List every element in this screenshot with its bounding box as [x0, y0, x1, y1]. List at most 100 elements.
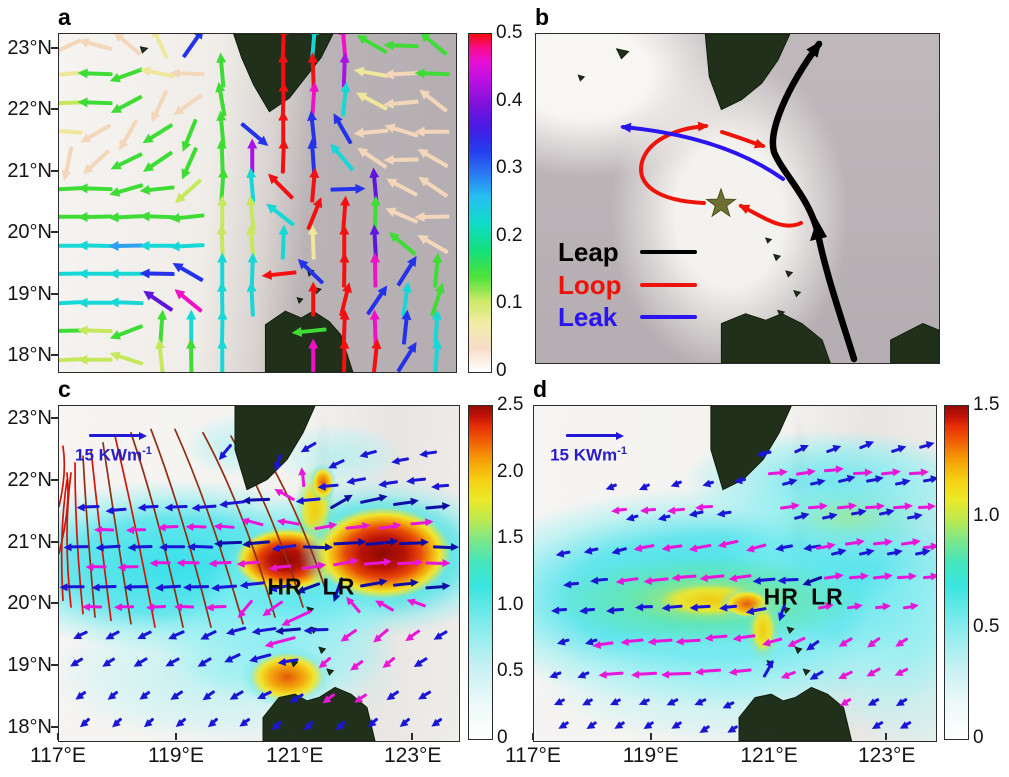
- panel-c-x-ticks: [57, 733, 413, 740]
- legend-label-loop: Loop: [558, 269, 622, 300]
- flux-arrow: [301, 582, 321, 592]
- y-tick-label: 23°N: [7, 407, 52, 429]
- flux-arrow: [587, 698, 594, 704]
- flux-arrow: [191, 525, 207, 529]
- flux-arrow: [363, 561, 387, 566]
- flux-arrow: [425, 584, 445, 589]
- flux-arrow: [892, 504, 907, 509]
- flux-arrow: [74, 657, 84, 664]
- flux-arrow: [79, 691, 87, 698]
- islet: [793, 289, 802, 298]
- tidal-beam: [151, 429, 211, 627]
- islet: [786, 626, 795, 635]
- ridge-label: HR: [267, 573, 303, 600]
- flux-arrow: [410, 521, 428, 526]
- colorbar-tick-label: 2.5: [497, 394, 524, 415]
- flux-arrow: [872, 541, 887, 546]
- quiver-arrow: [85, 358, 113, 362]
- islet: [615, 48, 630, 60]
- flux-arrow: [245, 581, 265, 586]
- flux-arrow: [432, 545, 454, 549]
- flux-arrow: [694, 511, 704, 516]
- flux-arrow: [247, 498, 271, 502]
- flux-arrow: [359, 496, 383, 504]
- legend-line-loop: [640, 282, 697, 288]
- flux-arrow: [625, 638, 644, 643]
- flux-arrow: [111, 508, 127, 512]
- flux-arrow: [234, 690, 244, 698]
- flux-arrow: [630, 514, 639, 519]
- flux-arrow: [731, 725, 739, 731]
- flux-arrow: [900, 541, 915, 546]
- flux-arrow: [309, 628, 329, 633]
- tidal-beam: [59, 446, 64, 506]
- panel-d-x-axis-labels: 117°E 119°E 121°E 123°E: [505, 744, 915, 768]
- flux-arrow: [283, 658, 299, 663]
- flux-arrow: [418, 656, 428, 665]
- flux-arrow: [636, 672, 657, 676]
- flux-arrow: [396, 457, 410, 462]
- flux-arrow: [155, 562, 171, 565]
- flux-arrow: [858, 443, 869, 450]
- flux-arrow: [345, 524, 365, 529]
- flux-arrow: [219, 541, 243, 545]
- flux-arrow: [727, 701, 735, 707]
- y-tick-label: 22°N: [7, 468, 52, 491]
- flux-arrow: [163, 525, 179, 529]
- reference-arrow-label-c: 15 KWm-1: [75, 444, 152, 465]
- quiver-arrow: [153, 34, 168, 59]
- flux-arrow: [216, 584, 238, 589]
- flux-arrow: [558, 698, 566, 704]
- x-tick-label: 121°E: [740, 744, 798, 767]
- flux-arrow: [670, 698, 679, 704]
- islet: [577, 74, 586, 82]
- quiver-arrow: [177, 214, 205, 221]
- flux-arrow: [794, 514, 805, 520]
- flux-arrow: [286, 610, 312, 624]
- flux-arrow: [270, 635, 296, 646]
- flux-arrow: [302, 545, 328, 549]
- colorbar-tick-label: 0.4: [496, 89, 523, 111]
- flux-arrow: [65, 585, 85, 589]
- flux-arrow: [349, 600, 361, 614]
- quiver-arrow: [422, 72, 450, 77]
- flux-arrow: [242, 561, 260, 566]
- colorbar-tick-label: 1.5: [973, 394, 1000, 415]
- flux-arrow: [557, 608, 568, 612]
- tidal-beam: [83, 456, 95, 617]
- flux-arrow: [782, 480, 793, 486]
- flux-arrow: [700, 668, 721, 673]
- flux-arrow: [365, 540, 393, 546]
- flux-arrow: [562, 721, 570, 727]
- flux-arrow: [612, 608, 625, 613]
- colorbar-d: [944, 405, 969, 740]
- flux-arrow: [902, 605, 913, 609]
- flux-arrow: [837, 477, 850, 483]
- quiver-arrow: [299, 328, 328, 335]
- tidal-beam: [67, 473, 71, 607]
- tidal-beam: [75, 463, 83, 614]
- flux-arrow: [87, 605, 103, 609]
- flux-arrow: [243, 717, 251, 724]
- islet: [296, 297, 304, 304]
- flux-arrow: [205, 630, 217, 638]
- flux-arrow: [277, 544, 297, 550]
- quiver-arrow: [85, 40, 113, 52]
- quiver-arrow: [402, 317, 409, 346]
- flux-arrow: [922, 575, 934, 579]
- flux-arrow: [120, 605, 134, 609]
- quiver-arrow: [182, 34, 201, 58]
- flux-arrow: [231, 627, 247, 634]
- flux-arrow: [822, 514, 833, 519]
- y-tick-label: 18°N: [7, 715, 52, 738]
- flux-arrow: [899, 637, 909, 644]
- taiwan-landmass: [704, 34, 791, 111]
- flux-arrow: [403, 717, 411, 725]
- panel-c-y-ticks: [51, 417, 58, 728]
- y-tick-label: 21°N: [7, 530, 52, 553]
- flux-arrow: [379, 602, 395, 612]
- flux-arrow: [848, 574, 863, 579]
- flux-arrow: [808, 504, 823, 509]
- quiver-arrow: [424, 35, 448, 56]
- quiver-arrow: [121, 118, 139, 145]
